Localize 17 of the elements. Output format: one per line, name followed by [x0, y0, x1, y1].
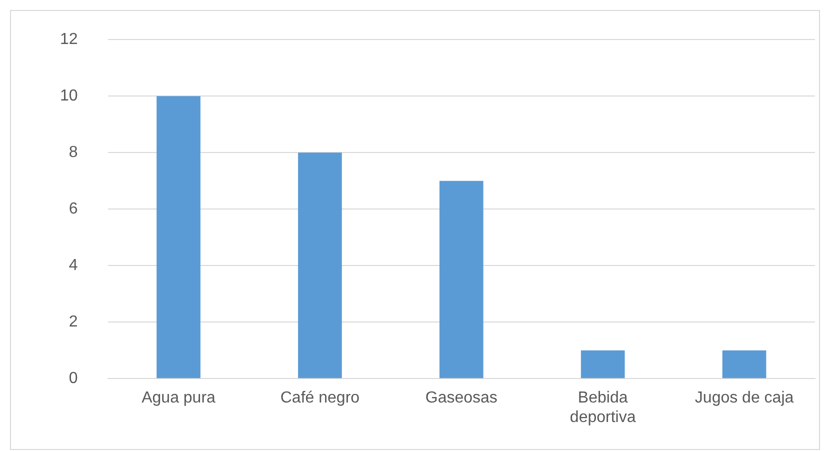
bar: [722, 350, 766, 378]
x-tick-label: Gaseosas: [425, 390, 498, 407]
y-tick-label: 6: [68, 200, 78, 218]
x-tick-label: Bebida deportiva: [570, 390, 636, 426]
bar: [580, 350, 625, 378]
bar: [439, 180, 484, 378]
y-tick-label: 8: [68, 144, 78, 162]
x-tick-label: Agua pura: [142, 390, 216, 407]
y-tick-label: 12: [60, 31, 78, 48]
y-tick-label: 4: [68, 257, 78, 274]
bar: [156, 96, 200, 378]
x-tick-label: Jugos de caja: [694, 390, 794, 407]
y-tick-label: 10: [60, 88, 78, 105]
x-tick-label: Café negro: [280, 390, 360, 407]
y-tick-label: 2: [68, 314, 78, 331]
y-tick-label: 0: [68, 370, 78, 388]
bar: [298, 152, 342, 378]
